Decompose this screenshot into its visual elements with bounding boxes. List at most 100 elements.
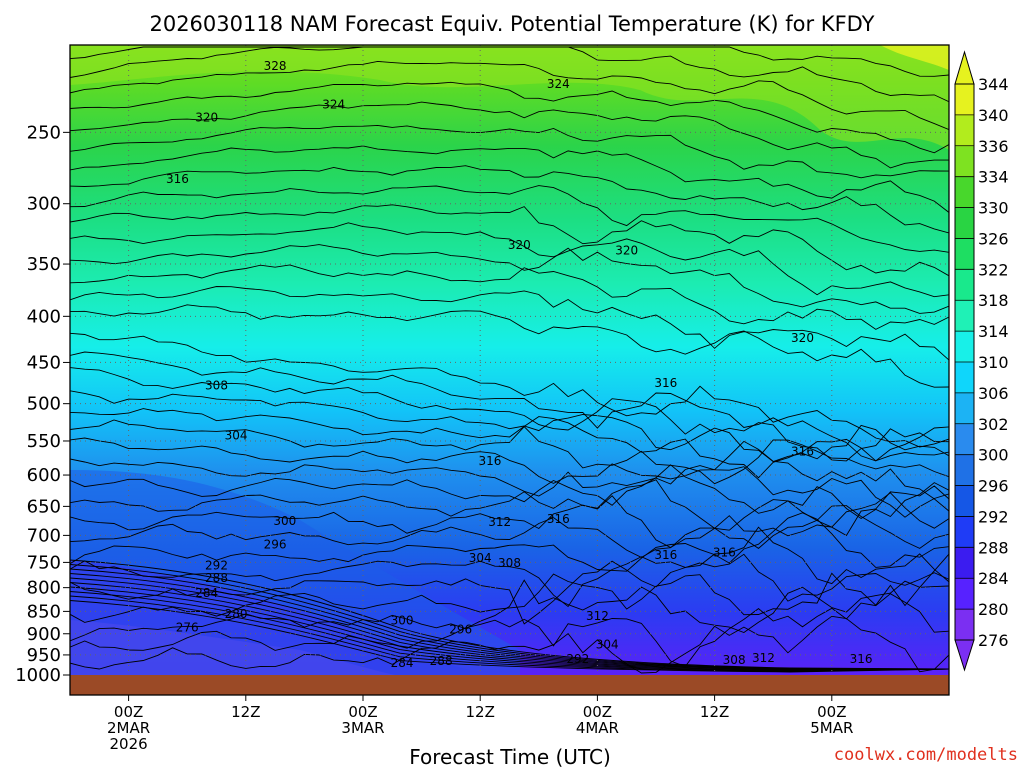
contour-label-text: 300 — [273, 514, 296, 528]
contour-label-text: 316 — [713, 545, 736, 559]
y-tick-label: 300 — [27, 194, 61, 215]
contour-label: 320 — [508, 238, 531, 252]
contour-label-text: 292 — [566, 652, 589, 666]
credit-text: coolwx.com/modelts — [834, 745, 1018, 765]
contour-line — [70, 586, 949, 672]
contour-label-text: 312 — [752, 651, 775, 665]
colorbar-swatch — [955, 238, 974, 270]
colorbar-tick-label: 284 — [978, 569, 1009, 588]
colorbar-tick-label: 336 — [978, 137, 1009, 156]
contour-label: 312 — [586, 609, 609, 623]
contour-label: 324 — [322, 97, 345, 111]
contour-label: 316 — [791, 445, 814, 459]
contour-line — [70, 46, 949, 103]
contour-label: 312 — [752, 651, 775, 665]
x-tick-day: 3MAR — [341, 719, 384, 737]
contour-label-text: 316 — [791, 445, 814, 459]
colorbar-tick-label: 326 — [978, 229, 1009, 248]
contour-line — [70, 304, 949, 388]
contour-label: 276 — [176, 620, 199, 634]
contour-label: 284 — [195, 586, 218, 600]
contour-line — [70, 492, 949, 549]
contour-label: 280 — [225, 607, 248, 621]
contour-label-text: 320 — [195, 111, 218, 125]
colorbar-swatch — [955, 145, 974, 178]
contour-label-text: 296 — [264, 537, 287, 551]
contour-label-text: 300 — [391, 614, 414, 628]
y-tick-label: 350 — [27, 254, 61, 275]
colorbar-tick-label: 300 — [978, 446, 1009, 465]
contour-line — [70, 579, 949, 642]
warm-upper-shading — [70, 45, 949, 150]
y-tick-label: 850 — [27, 601, 61, 622]
contour-label: 316 — [654, 548, 677, 562]
contour-label: 316 — [713, 545, 736, 559]
contour-label: 308 — [205, 379, 228, 393]
colorbar-tick-label: 276 — [978, 631, 1009, 650]
y-axis: 2503003504004505005506006507007508008509… — [15, 122, 70, 686]
x-tick-hour: 00Z — [114, 703, 143, 721]
colorbar-tick-label: 288 — [978, 538, 1009, 557]
colorbar-swatch — [955, 269, 974, 301]
contour-line — [70, 479, 949, 537]
y-tick-label: 600 — [27, 465, 61, 486]
contour-label: 292 — [205, 559, 228, 573]
contour-label-text: 308 — [205, 379, 228, 393]
contour-line — [70, 573, 949, 670]
contour-line — [70, 582, 949, 671]
contour-label-text: 304 — [225, 428, 248, 442]
contour-labels: 328 324 324 320 316 320 320 320 316 308 304 316 316 3… — [166, 59, 873, 670]
y-tick-label: 800 — [27, 578, 61, 599]
x-tick-day: 4MAR — [576, 719, 619, 737]
y-tick-label: 700 — [27, 525, 61, 546]
warm-topright-shading — [880, 45, 949, 70]
contour-label-text: 280 — [225, 607, 248, 621]
contour-line — [70, 512, 949, 572]
contour-label: 296 — [449, 623, 472, 637]
colorbar-swatch — [955, 609, 974, 641]
contour-label: 300 — [391, 614, 414, 628]
colorbar-swatch — [955, 84, 974, 116]
contour-label: 316 — [166, 172, 189, 186]
contour-line — [70, 332, 949, 448]
x-tick-hour: 00Z — [348, 703, 377, 721]
x-tick-hour: 00Z — [583, 703, 612, 721]
contour-label-text: 316 — [166, 172, 189, 186]
contour-line — [70, 101, 949, 169]
y-tick-label: 550 — [27, 431, 61, 452]
plot-area: 328 324 324 320 316 320 320 320 316 308 304 316 316 3… — [70, 45, 949, 675]
y-tick-label: 950 — [27, 645, 61, 666]
colorbar-tick-label: 322 — [978, 260, 1009, 279]
x-tick-hour: 12Z — [700, 703, 729, 721]
contour-label-text: 328 — [264, 59, 287, 73]
contour-label: 284 — [391, 656, 414, 670]
x-tick-hour: 12Z — [466, 703, 495, 721]
contour-line — [70, 595, 949, 673]
colorbar-max-arrow — [954, 50, 975, 85]
contour-label-text: 288 — [205, 571, 228, 585]
contour-label-text: 308 — [723, 653, 746, 667]
contour-label: 324 — [547, 77, 570, 91]
contour-label-text: 324 — [547, 77, 570, 91]
contour-line — [70, 185, 949, 253]
contour-label: 300 — [273, 514, 296, 528]
colorbar-swatch — [955, 547, 974, 579]
contour-label: 304 — [469, 551, 492, 565]
contour-line — [70, 615, 949, 674]
y-tick-label: 1000 — [15, 665, 61, 686]
ground-surface — [70, 675, 949, 695]
contour-line — [70, 390, 949, 463]
y-tick-label: 400 — [27, 306, 61, 327]
contour-label: 292 — [566, 652, 589, 666]
colorbar-swatch — [955, 392, 974, 425]
contour-line — [70, 244, 949, 314]
contour-line — [70, 458, 949, 518]
contour-label: 308 — [723, 653, 746, 667]
colorbar-swatch — [955, 423, 974, 456]
contour-label-text: 304 — [469, 551, 492, 565]
y-tick-label: 500 — [27, 394, 61, 415]
contour-label: 308 — [498, 556, 521, 570]
colorbar-tick-label: 330 — [978, 199, 1009, 218]
colorbar-tick-label: 292 — [978, 507, 1009, 526]
